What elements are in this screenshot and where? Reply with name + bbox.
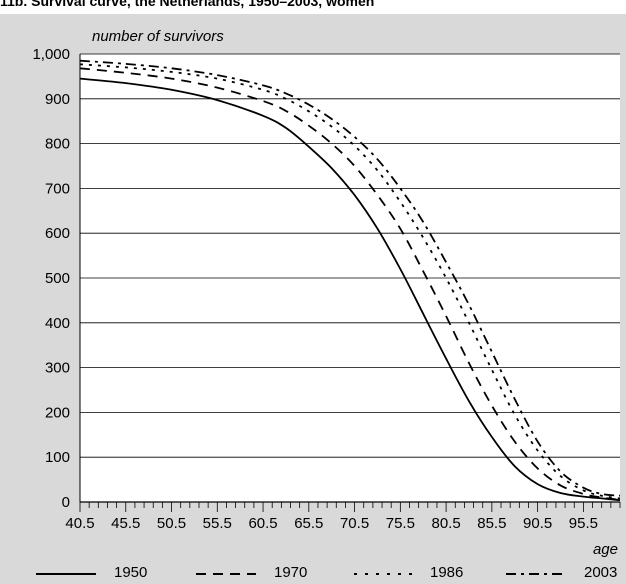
y-tick-label: 700 (45, 180, 70, 197)
x-tick-label: 40.5 (65, 515, 94, 532)
x-tick-label: 70.5 (340, 515, 369, 532)
x-tick-label: 75.5 (386, 515, 415, 532)
y-tick-label: 600 (45, 225, 70, 242)
y-tick-label: 400 (45, 315, 70, 332)
x-tick-label: 65.5 (294, 515, 323, 532)
series-line-1986 (79, 63, 621, 500)
x-tick-label: 90.5 (523, 515, 552, 532)
legend-item-1970: 1970 (196, 560, 307, 584)
y-tick-label: 800 (45, 136, 70, 153)
x-tick-label: 50.5 (157, 515, 186, 532)
x-tick-label: 60.5 (248, 515, 277, 532)
legend-label-1970: 1970 (274, 563, 308, 581)
series-line-1970 (79, 67, 621, 501)
y-tick-label: 1,000 (32, 46, 70, 63)
legend-swatch-1950 (36, 573, 96, 575)
legend-swatch-1970 (196, 573, 256, 575)
legend-swatch-2003 (506, 573, 566, 575)
legend-item-2003: 2003 (506, 560, 617, 584)
legend-label-1986: 1986 (430, 563, 464, 581)
y-tick-label: 0 (62, 494, 70, 511)
series-line-2003 (79, 59, 621, 497)
legend-item-1950: 1950 (36, 560, 147, 584)
survival-chart: 0 100 200 300 400 500 600 700 800 900 1,000 40.5 45.… (32, 28, 621, 558)
y-axis-label: number of survivors (92, 28, 224, 45)
x-tick-label: 80.5 (432, 515, 461, 532)
legend-item-1986: 1986 (352, 560, 463, 584)
y-tick-label: 300 (45, 360, 70, 377)
legend-label-2003: 2003 (584, 563, 618, 581)
y-tick-label: 900 (45, 91, 70, 108)
series-line-1950 (79, 77, 621, 502)
x-tick-label: 45.5 (111, 515, 140, 532)
legend-label-1950: 1950 (114, 563, 148, 581)
x-tick-label: 85.5 (477, 515, 506, 532)
y-tick-label: 200 (45, 404, 70, 421)
y-tick-label: 500 (45, 270, 70, 287)
chart-legend: 1950 1970 1986 2003 (0, 560, 626, 584)
chart-panel: 0 100 200 300 400 500 600 700 800 900 1,000 40.5 45.… (0, 14, 626, 584)
legend-swatch-1986 (354, 573, 412, 575)
x-tick-label: 95.5 (569, 515, 598, 532)
x-tick-label: 55.5 (203, 515, 232, 532)
x-axis-label: age (593, 541, 618, 558)
figure-title: 11b. Survival curve, the Netherlands, 19… (0, 0, 375, 9)
y-tick-label: 100 (45, 449, 70, 466)
